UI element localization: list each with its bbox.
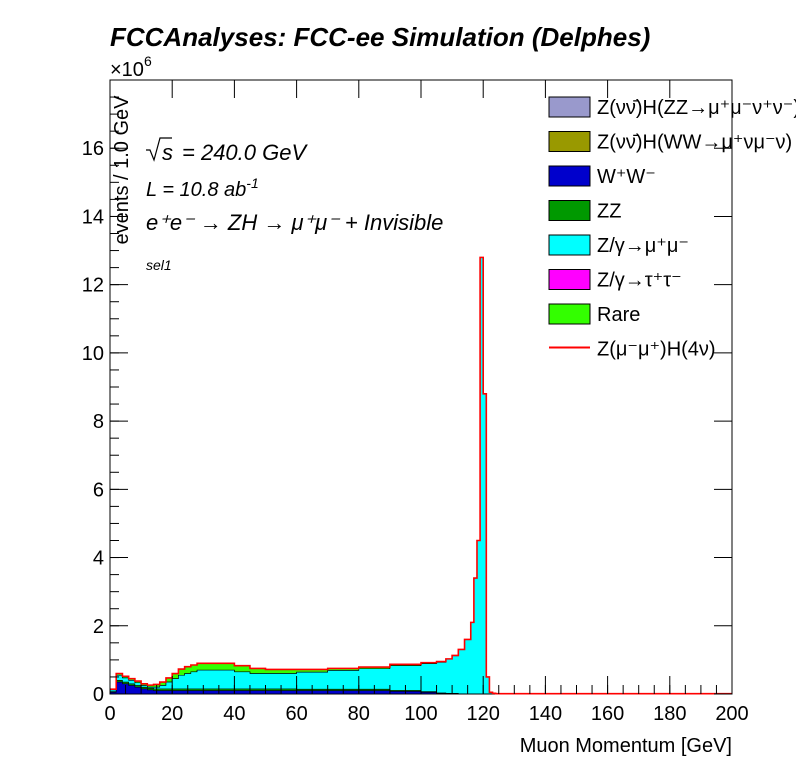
- legend-swatch: [548, 96, 591, 118]
- x-tick-label: 160: [591, 703, 624, 725]
- chart-title: FCCAnalyses: FCC-ee Simulation (Delphes): [110, 22, 650, 52]
- signal-line: [110, 256, 732, 695]
- x-tick-label: 120: [467, 703, 500, 725]
- selection-label: sel1: [146, 257, 172, 273]
- legend-label: Z(μ⁻μ⁺)H(4ν): [597, 339, 716, 361]
- svg-text:s: s: [162, 140, 173, 165]
- legend-label: W⁺W⁻: [597, 166, 656, 188]
- legend-swatch: [548, 234, 591, 256]
- y-axis-label: events / 1.0 GeV: [111, 95, 133, 245]
- legend-label: Z(νν̄)H(WW→μ⁺νμ⁻ν): [597, 132, 792, 154]
- y-axis: 0 2 4 6 8 10 12 14 16: [82, 96, 732, 706]
- x-tick-label: 140: [529, 703, 562, 725]
- legend-swatch: [548, 303, 591, 325]
- y-tick-label: 12: [82, 275, 104, 297]
- x-tick-label: 200: [715, 703, 748, 725]
- legend-swatch: [548, 131, 591, 152]
- x-axis: 0 20 40 60 80 100 120 140 160 180 200: [104, 80, 749, 725]
- y-tick-label: 10: [82, 343, 104, 365]
- x-tick-label: 100: [404, 703, 437, 725]
- legend-label: Z/γ→μ⁺μ⁻: [597, 235, 689, 257]
- legend-label: Rare: [597, 304, 640, 326]
- sqrt-icon: [146, 137, 172, 162]
- x-tick-label: 60: [285, 703, 307, 725]
- signal-layer: [110, 256, 732, 695]
- luminosity-label: L = 10.8 ab-1: [146, 175, 259, 201]
- x-axis-label: Muon Momentum [GeV]: [520, 735, 732, 757]
- legend-swatch: [548, 269, 591, 290]
- process-label: e⁺e⁻ → ZH → μ⁺μ⁻ + Invisible: [146, 210, 443, 235]
- y-tick-label: 2: [93, 616, 104, 638]
- legend-swatch: [548, 200, 591, 221]
- x-tick-label: 40: [223, 703, 245, 725]
- y-tick-label: 8: [93, 411, 104, 433]
- plot-frame: [109, 79, 733, 695]
- y-tick-label: 14: [82, 206, 104, 228]
- x-tick-label: 80: [348, 703, 370, 725]
- y-multiplier: ×106: [110, 53, 152, 81]
- y-tick-label: 0: [93, 684, 104, 706]
- x-tick-label: 20: [161, 703, 183, 725]
- legend-label: ZZ: [597, 201, 621, 223]
- legend-label: Z/γ→τ⁺τ⁻: [597, 270, 682, 292]
- y-tick-label: 16: [82, 138, 104, 160]
- y-tick-label: 4: [93, 548, 104, 570]
- x-tick-label: 180: [653, 703, 686, 725]
- legend-label: Z(νν̄)H(ZZ→μ⁺μ⁻ν⁺ν⁻): [597, 97, 796, 119]
- y-tick-label: 6: [93, 479, 104, 501]
- x-tick-label: 0: [104, 703, 115, 725]
- legend-swatch: [548, 165, 591, 187]
- legend: Z(νν̄)H(ZZ→μ⁺μ⁻ν⁺ν⁻) Z(νν̄)H(WW→μ⁺νμ⁻ν) W⁺…: [548, 96, 796, 361]
- sqrt-s-value: = 240.0 GeV: [182, 140, 308, 165]
- sqrt-s-label: s = 240.0 GeV: [146, 137, 308, 165]
